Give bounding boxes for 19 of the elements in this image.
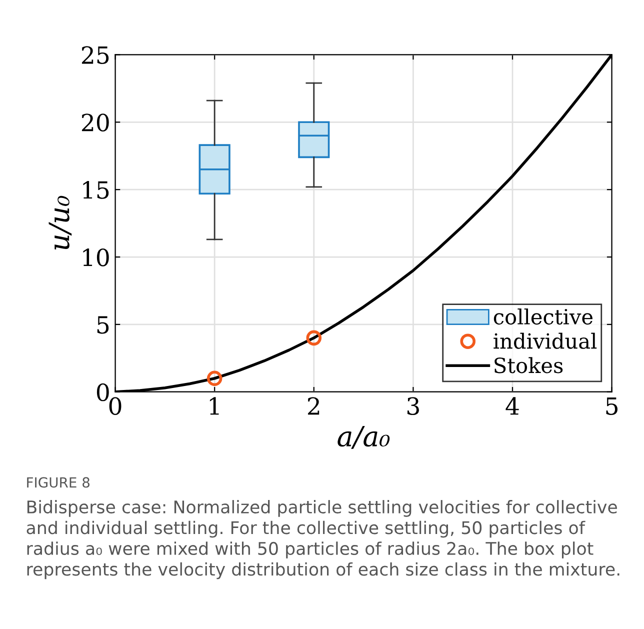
- y-tick-label: 20: [82, 114, 109, 132]
- x-tick-label: 5: [606, 397, 618, 416]
- legend-label: individual: [494, 332, 597, 349]
- legend-label: Stokes: [494, 357, 563, 374]
- legend-label: collective: [494, 308, 592, 325]
- y-axis-title: u/u₀: [48, 196, 72, 250]
- y-tick-label: 0: [96, 383, 109, 402]
- x-tick-label: 1: [210, 397, 219, 415]
- y-tick-label: 10: [83, 248, 109, 266]
- x-tick-label: 4: [506, 397, 519, 415]
- y-tick-label: 15: [83, 181, 109, 199]
- y-tick-label: 5: [97, 316, 109, 334]
- x-axis-title: a/a₀: [338, 426, 390, 449]
- x-tick-label: 2: [308, 397, 320, 415]
- y-tick-label: 25: [82, 46, 109, 64]
- caption: FIGURE 8: [27, 477, 90, 488]
- x-tick-label: 3: [407, 397, 419, 416]
- x-tick-label: 0: [109, 397, 122, 416]
- text: Bidisperse case: Normalized particle settling velocities for collective and individual settling. For the collective settling, 50 particles of radius a₀ were mixed with 50 particles of radius 2a₀. The box plot represents the velocity distribution of each size class in the mixture.: [26, 500, 620, 580]
